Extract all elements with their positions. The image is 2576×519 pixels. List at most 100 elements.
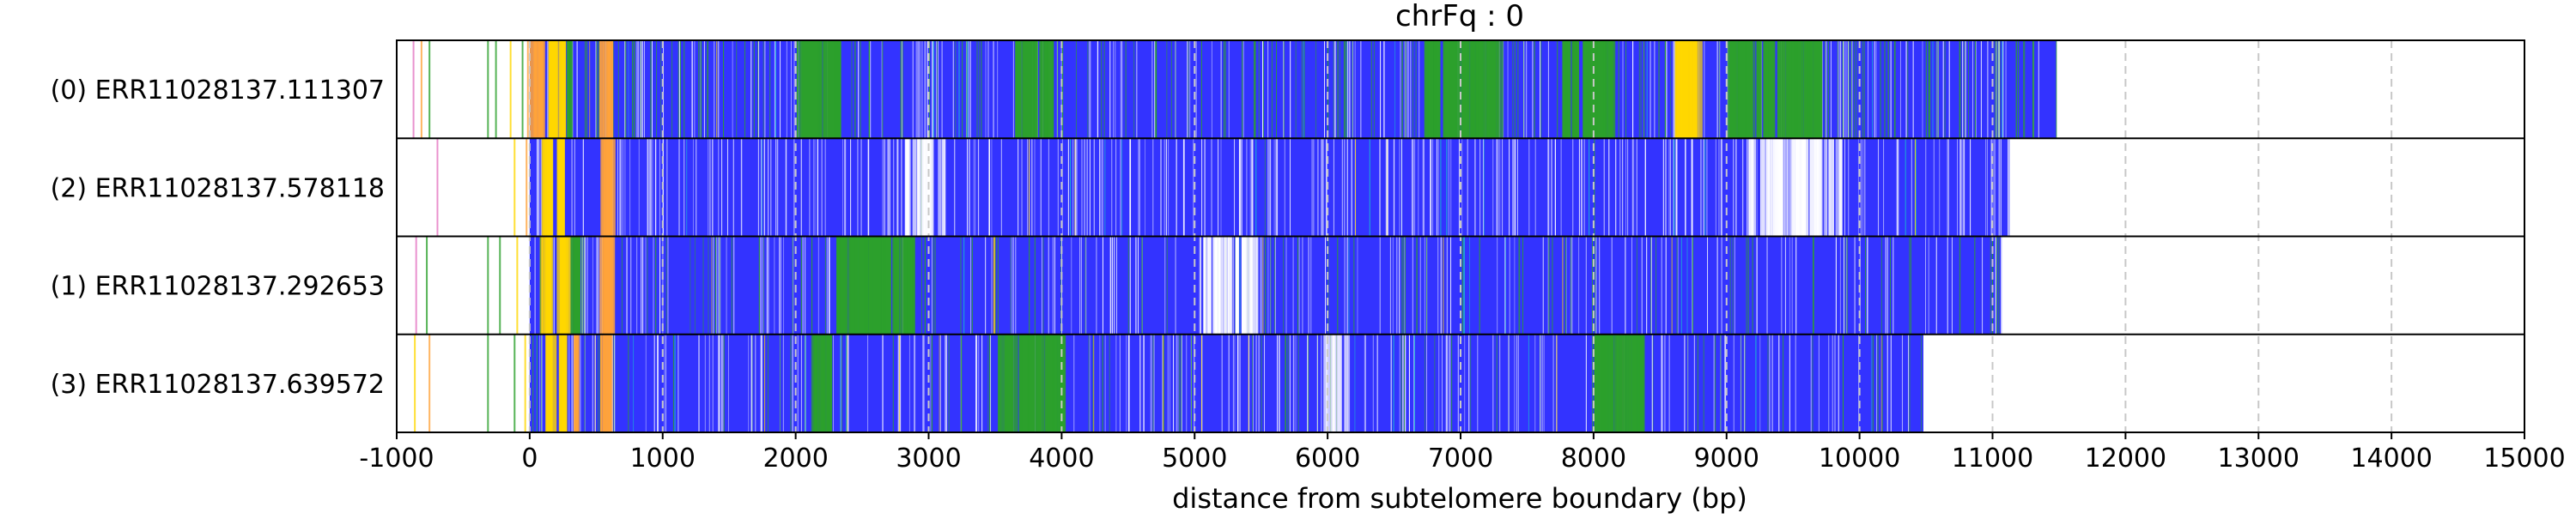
read-stripe [1084,138,1085,237]
read-stripe [1713,334,1715,432]
read-stripe [1832,334,1833,432]
read-stripe [692,138,694,237]
read-row [414,334,1923,432]
read-stripe [929,40,931,139]
read-stripe [625,40,627,139]
read-stripe [924,138,929,237]
read-stripe [893,236,897,335]
read-stripe [1224,40,1226,139]
read-stripe [1402,236,1404,335]
read-stripe [599,334,601,432]
read-stripe [1264,138,1266,237]
read-segment [1424,40,1504,139]
read-stripe [1631,236,1632,335]
read-stripe [1317,138,1319,237]
read-stripe [1986,138,1988,237]
leading-mark [487,236,489,335]
read-stripe [1054,236,1055,335]
read-stripe [1437,236,1439,335]
read-stripe [1232,334,1234,432]
read-stripe [1434,334,1436,432]
read-stripe [989,334,991,432]
read-stripe [1446,138,1448,237]
read-stripe [997,40,999,139]
read-stripe [1201,334,1203,432]
read-stripe [1376,334,1378,432]
read-stripe [969,138,971,237]
read-stripe [1525,40,1527,139]
read-stripe [1424,40,1427,139]
read-stripe [1959,40,1961,139]
read-segment [574,334,580,432]
read-stripe [1141,236,1143,335]
read-stripe [782,334,784,432]
read-stripe [1643,40,1645,139]
read-stripe [1129,236,1131,335]
read-stripe [1056,40,1058,139]
read-stripe [1733,334,1735,432]
read-stripe [540,334,542,432]
read-stripe [2018,40,2020,139]
read-stripe [1438,334,1440,432]
read-stripe [887,138,889,237]
read-stripe [1474,138,1476,237]
read-stripe [1251,138,1253,237]
read-segment [548,40,558,139]
read-stripe [1449,334,1451,432]
read-stripe [1846,236,1848,335]
read-stripe [780,40,781,139]
x-tick-label: 3000 [896,444,961,474]
read-stripe [582,236,584,335]
leading-mark [495,40,497,139]
read-stripe [860,40,861,139]
read-stripe [1323,334,1328,432]
read-stripe [1343,40,1345,139]
read-stripe [2033,40,2035,139]
read-stripe [655,236,657,335]
read-stripe [596,236,598,335]
read-stripe [900,40,902,139]
read-stripe [1772,138,1777,237]
read-stripe [1744,334,1746,432]
read-stripe [976,40,978,139]
read-stripe [711,236,713,335]
read-stripe [1492,334,1494,432]
read-stripe [1103,40,1105,139]
read-stripe [658,334,659,432]
read-stripe [1519,236,1521,335]
read-stripe [544,236,550,335]
read-stripe [1346,236,1348,335]
read-stripe [897,138,899,237]
read-stripe [1759,334,1761,432]
read-stripe [709,138,711,237]
leading-mark [426,236,428,335]
read-stripe [1426,334,1428,432]
read-stripe [1867,236,1868,335]
read-stripe [1408,334,1410,432]
read-stripe [1060,334,1066,432]
read-stripe [762,236,764,335]
read-stripe [1880,236,1882,335]
read-stripe [1649,40,1651,139]
read-stripe [1864,138,1866,237]
read-stripe [1250,236,1253,335]
read-stripe [1258,40,1260,139]
read-stripe [671,40,673,139]
read-stripe [718,138,720,237]
read-stripe [727,334,729,432]
read-stripe [1176,334,1177,432]
read-stripe [1307,334,1309,432]
chart-title: chrFq : 0 [1395,0,1524,33]
read-stripe [805,40,811,139]
read-stripe [990,334,992,432]
read-stripe [840,236,846,335]
read-stripe [1881,334,1883,432]
read-stripe [1125,40,1127,139]
read-stripe [2038,40,2039,139]
read-segment [1727,40,1823,139]
read-stripe [1379,138,1381,237]
read-stripe [1541,334,1543,432]
read-stripe [1255,334,1257,432]
read-stripe [1195,40,1197,139]
read-stripe [617,40,619,139]
